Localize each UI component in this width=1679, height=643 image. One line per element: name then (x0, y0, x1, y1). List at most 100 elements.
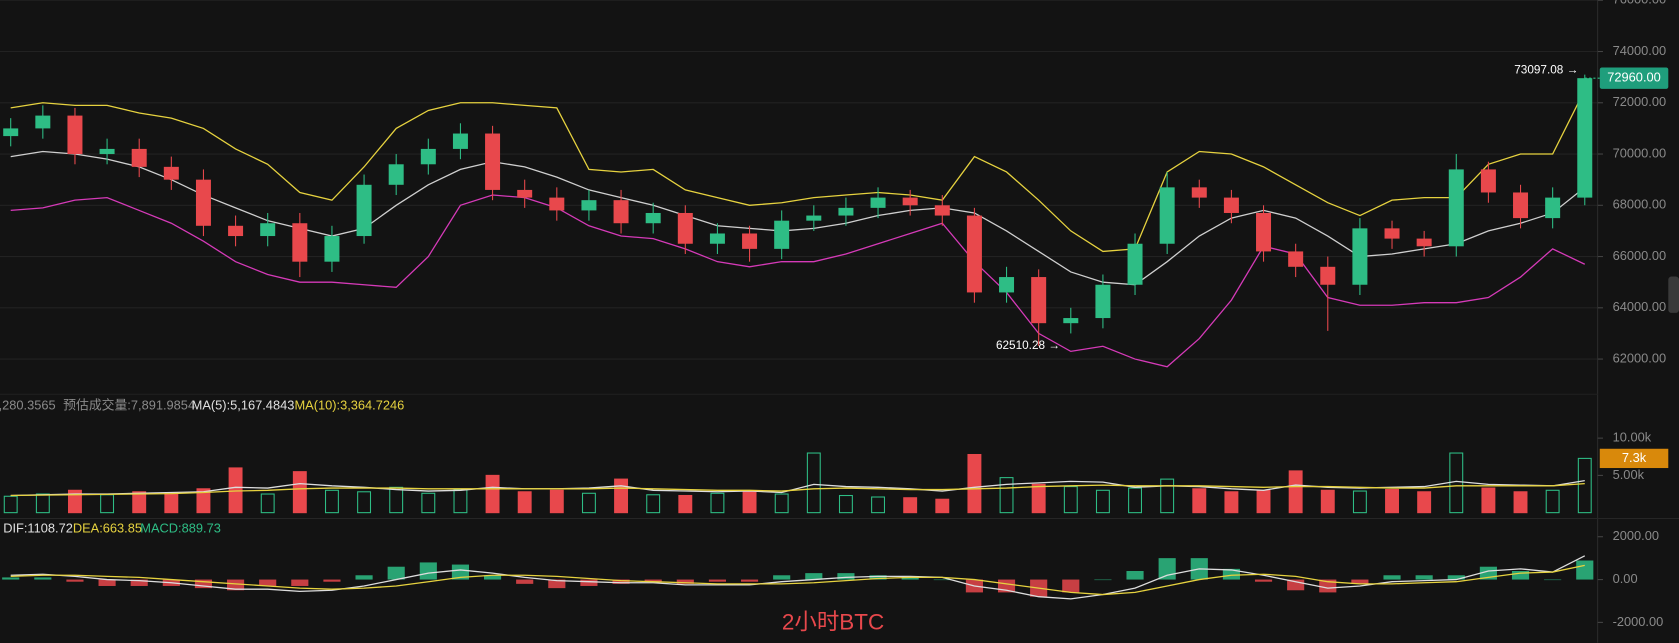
y-tick-label: 2000.00 (1613, 528, 1659, 543)
candle-body (388, 164, 404, 185)
volume-bar (742, 491, 757, 514)
macd-bar (1511, 570, 1530, 580)
candle-body (742, 233, 758, 249)
volume-bar (774, 493, 789, 514)
volume-bar (581, 492, 596, 514)
y-tick-label: 74000.00 (1613, 43, 1667, 58)
candle-body (67, 115, 83, 155)
candle-body (1127, 243, 1143, 285)
macd-bar (708, 579, 726, 582)
volume-bar (1160, 478, 1175, 514)
candle-body (163, 166, 179, 180)
macd-bar (98, 579, 116, 586)
y-tick-label: 5.00k (1613, 467, 1645, 482)
volume-bar (1352, 490, 1367, 514)
candle-body (966, 215, 982, 293)
y-tick-label: 64000.00 (1613, 299, 1667, 314)
candle-body (1480, 169, 1496, 193)
indicator-line (10, 89, 1586, 253)
indicator-line (10, 482, 1585, 497)
volume-bar (1481, 487, 1496, 514)
macd-bar (580, 579, 598, 586)
candle-body (1095, 284, 1111, 319)
volume-header: MA(5):5,167.4843 (192, 397, 295, 412)
candle-body (677, 212, 693, 244)
candle-body (1288, 251, 1304, 267)
macd-bar (1287, 579, 1305, 591)
macd-bar (740, 579, 759, 582)
volume-bar (324, 489, 339, 514)
volume-bar (67, 489, 82, 514)
candle-body (870, 197, 886, 208)
y-tick-label: 62000.00 (1613, 350, 1667, 365)
volume-bar (196, 488, 211, 514)
volume-bar (260, 493, 275, 514)
candle-body (1223, 197, 1239, 213)
candle-body (1577, 78, 1593, 198)
candle-body (1191, 187, 1207, 198)
y-tick-label: 76000.00 (1613, 0, 1667, 7)
volume-bar (1417, 491, 1432, 514)
volume-bar (1192, 488, 1207, 514)
scroll-handle[interactable] (1668, 276, 1679, 313)
volume-last-box (1599, 448, 1669, 469)
volume-bar (517, 491, 532, 514)
macd-bar (1319, 579, 1337, 593)
volume-bar (903, 497, 918, 514)
candle-body (324, 236, 340, 262)
macd-bar (1383, 575, 1401, 580)
volume-bar (1288, 470, 1303, 514)
volume-header: 预估成交量:7,891.9854 (63, 397, 195, 412)
macd-bar (773, 575, 791, 580)
candle-body (1416, 238, 1432, 247)
macd-bar (483, 575, 502, 580)
candle-body (1320, 266, 1336, 285)
candle-body (999, 277, 1015, 293)
macd-bar (130, 579, 148, 586)
candle-body (99, 148, 115, 155)
volume-bar (35, 493, 50, 514)
candle-body (709, 233, 725, 244)
indicator-line (10, 555, 1586, 600)
macd-bar (34, 577, 52, 580)
macd-bar (1126, 570, 1144, 580)
candle-body (902, 197, 918, 206)
candle-body (517, 189, 533, 198)
macd-header: MACD:889.73 (140, 521, 221, 536)
candle-body (613, 200, 629, 224)
candle-body (1159, 187, 1175, 244)
volume-bar (1385, 489, 1399, 514)
candle-body (1384, 228, 1400, 239)
volume-bar (1128, 487, 1142, 514)
candle-body (485, 133, 501, 190)
candle-body (806, 215, 822, 221)
volume-bar (999, 477, 1014, 514)
volume-bar (453, 489, 468, 514)
candle-body (3, 128, 19, 137)
candle-body (645, 212, 661, 224)
y-tick-label: 0.00 (1613, 571, 1638, 586)
macd-bar (548, 579, 566, 589)
indicator-line (10, 194, 1586, 368)
macd-bar (355, 575, 373, 580)
y-tick-label: 68000.00 (1613, 197, 1667, 212)
macd-bar (869, 575, 887, 580)
caption: 2小时BTC (782, 609, 884, 634)
volume-bar (1031, 483, 1046, 514)
macd-bar (1094, 579, 1112, 581)
candle-body (1256, 212, 1272, 252)
macd-header: DIF:1108.72 (3, 521, 73, 536)
macd-bar (66, 579, 84, 582)
macd-bar (1544, 579, 1562, 581)
candle-body (934, 205, 950, 216)
candle-body (1063, 318, 1079, 324)
macd-bar (1062, 579, 1080, 593)
macd-bar (323, 579, 341, 582)
macd-bar (1576, 560, 1594, 580)
volume-bar (1224, 491, 1239, 514)
macd-bar (1351, 579, 1369, 584)
macd-bar (676, 579, 694, 584)
